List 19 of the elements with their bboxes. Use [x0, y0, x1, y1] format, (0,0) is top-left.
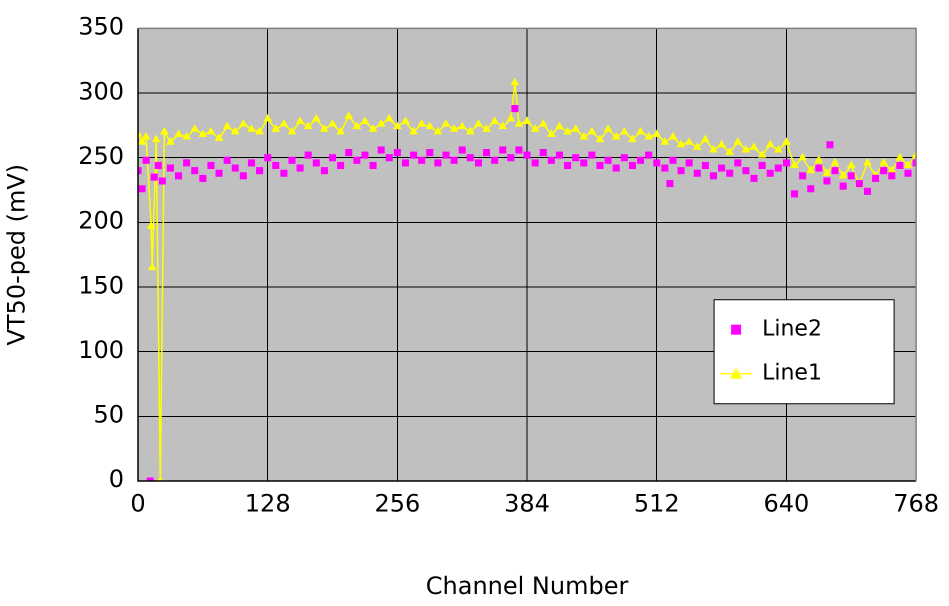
x-tick-label: 0: [130, 490, 146, 518]
y-tick-label: 150: [78, 271, 124, 300]
y-tick-label: 200: [78, 206, 124, 235]
y-tick-label: 250: [78, 142, 124, 170]
legend-label: Line2: [762, 316, 822, 342]
y-tick-label: 0: [108, 465, 124, 494]
x-tick-label: 384: [504, 490, 550, 518]
y-axis-title: VT50-ped (mV): [2, 164, 31, 346]
x-tick-label: 128: [244, 490, 291, 518]
x-tick-label: 512: [634, 490, 680, 518]
y-tick-label: 100: [78, 336, 124, 364]
y-tick-label: 350: [78, 12, 124, 41]
x-tick-label: 768: [893, 490, 939, 518]
x-tick-label: 256: [374, 490, 420, 518]
y-tick-label: 300: [78, 77, 124, 106]
legend-label: Line1: [762, 360, 822, 386]
x-axis-title: Channel Number: [426, 572, 628, 600]
y-tick-label: 50: [93, 400, 124, 429]
x-tick-label: 640: [764, 490, 810, 518]
